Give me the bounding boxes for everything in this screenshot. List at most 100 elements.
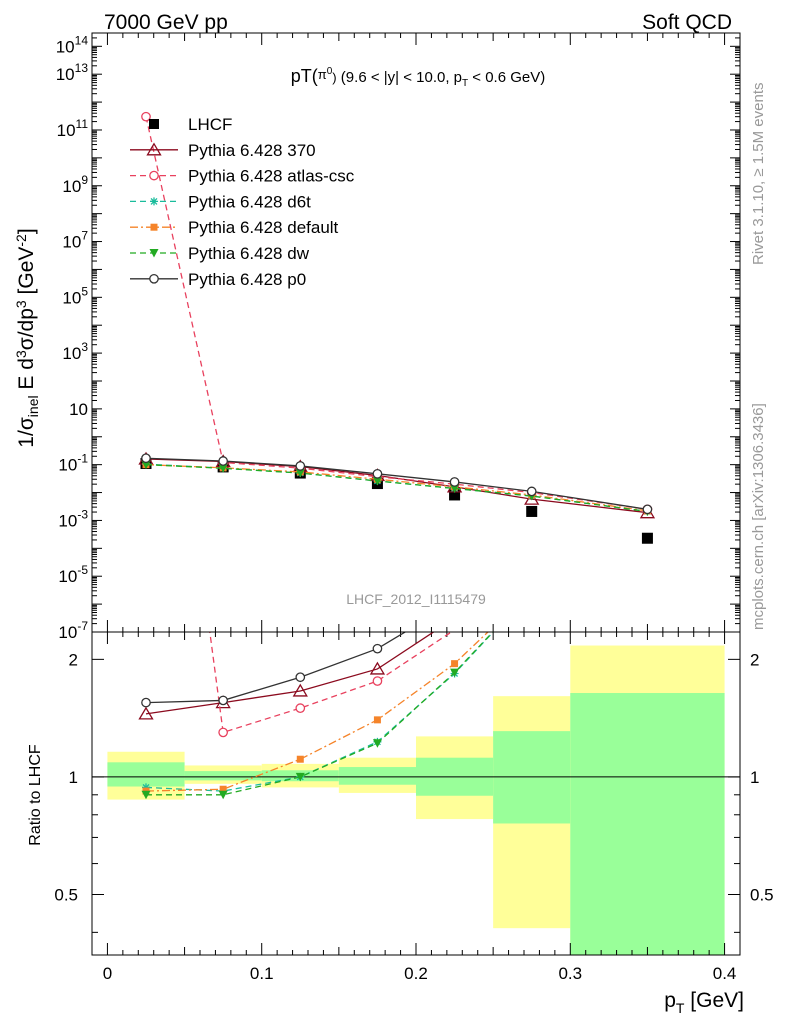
legend-label: Pythia 6.428 atlas-csc bbox=[188, 167, 355, 186]
ratio-point bbox=[296, 755, 304, 763]
band-green-6 bbox=[570, 693, 725, 955]
legend-marker bbox=[149, 273, 159, 284]
data-point bbox=[141, 453, 151, 464]
main-ytick-label: 107 bbox=[62, 229, 88, 252]
legend-item-pythia-6-428-p0: Pythia 6.428 p0 bbox=[130, 270, 306, 289]
ratio-uncertainty-bands bbox=[92, 645, 740, 955]
x-axis-label: pT [GeV] bbox=[664, 989, 744, 1016]
ratio-point bbox=[450, 668, 460, 678]
ratio-point bbox=[141, 790, 151, 800]
band-green-0 bbox=[107, 762, 185, 787]
ratio-point bbox=[369, 661, 386, 675]
data-point bbox=[141, 460, 151, 470]
ratio-point bbox=[218, 727, 228, 738]
ratio-series-pythia-6-428-dw bbox=[141, 632, 494, 800]
ratio-point bbox=[142, 783, 150, 792]
ratio-point bbox=[372, 643, 383, 654]
ratio-y-label: Ratio to LHCF bbox=[27, 744, 44, 846]
legend-label: Pythia 6.428 default bbox=[188, 218, 339, 237]
y-axis-label: 1/σinel E d3σ/dp3 [GeV-2] bbox=[13, 228, 41, 447]
legend: LHCF Pythia 6.428 370 Pythia 6.428 atlas-c… bbox=[130, 115, 355, 289]
main-ytick-label: 1011 bbox=[57, 117, 89, 140]
legend-label: Pythia 6.428 d6t bbox=[188, 192, 311, 211]
ratio-series-pythia-6-428-atlas-csc bbox=[209, 632, 453, 738]
data-point bbox=[372, 468, 383, 479]
legend-item-pythia-6-428-370: Pythia 6.428 370 bbox=[130, 141, 316, 160]
ratio-ytick-label-left: 0.5 bbox=[54, 886, 78, 905]
ratio-point bbox=[219, 785, 227, 793]
ratio-point bbox=[295, 672, 306, 683]
ratio-ytick-label-left: 1 bbox=[69, 768, 78, 787]
data-point bbox=[295, 461, 306, 471]
data-point bbox=[450, 484, 460, 493]
ratio-xtick-label: 0.2 bbox=[404, 964, 428, 983]
legend-label: Pythia 6.428 p0 bbox=[188, 270, 306, 289]
ratio-point bbox=[451, 660, 459, 668]
legend-marker bbox=[149, 119, 159, 129]
source-url: mcplots.cern.ch [arXiv:1306.3436] bbox=[750, 403, 767, 630]
legend-marker bbox=[150, 197, 158, 206]
ratio-ytick-label-right: 0.5 bbox=[750, 886, 774, 905]
main-ytick-label: 1013 bbox=[56, 61, 89, 84]
main-ytick-label: 1014 bbox=[56, 33, 89, 56]
data-point bbox=[526, 505, 538, 517]
ratio-point bbox=[373, 716, 381, 724]
ratio-point bbox=[372, 739, 382, 748]
main-ytick-label: 10-1 bbox=[58, 452, 88, 475]
band-green-1 bbox=[184, 771, 262, 781]
data-point bbox=[218, 464, 228, 473]
data-point bbox=[295, 469, 305, 478]
main-ytick-label: 103 bbox=[62, 340, 88, 363]
ratio-ytick-label-right: 1 bbox=[750, 768, 759, 787]
ratio-ytick-label-right: 2 bbox=[750, 650, 759, 669]
ratio-point bbox=[138, 706, 154, 720]
header-right: Soft QCD bbox=[642, 11, 732, 34]
band-green-3 bbox=[338, 767, 416, 785]
ratio-series-pythia-6-428-p0 bbox=[141, 632, 407, 708]
rivet-info: Rivet 3.1.10, ≥ 1.5M events bbox=[750, 83, 767, 266]
main-ytick-label: 109 bbox=[62, 173, 88, 196]
main-ytick-label: 10-3 bbox=[58, 507, 88, 530]
series-pythia-6-428-370 bbox=[138, 451, 656, 519]
legend-item-pythia-6-428-default: Pythia 6.428 default bbox=[130, 218, 339, 237]
header-left: 7000 GeV pp bbox=[104, 11, 228, 34]
ratio-xtick-label: 0.1 bbox=[250, 964, 274, 983]
ratio-point bbox=[218, 790, 228, 800]
data-point bbox=[449, 489, 461, 501]
ratio-series-group bbox=[138, 632, 495, 800]
main-ytick-label: 105 bbox=[62, 284, 88, 307]
data-point bbox=[526, 486, 537, 497]
ratio-point bbox=[292, 683, 308, 697]
main-axis-ticks: 1014 1013 1011 109 107 105 103 10 10-1 10-3 10-5 10… bbox=[56, 32, 740, 642]
data-point bbox=[641, 532, 653, 544]
data-point bbox=[642, 504, 653, 515]
legend-marker bbox=[146, 142, 162, 156]
data-point bbox=[141, 111, 151, 122]
data-point bbox=[218, 456, 228, 466]
ratio-point bbox=[218, 695, 228, 706]
ratio-point bbox=[141, 697, 151, 708]
legend-label: Pythia 6.428 dw bbox=[188, 244, 310, 263]
ratio-line bbox=[209, 632, 453, 734]
legend-item-lhcf: LHCF bbox=[149, 115, 232, 134]
legend-marker bbox=[150, 223, 158, 231]
ratio-frame bbox=[91, 631, 741, 956]
data-point bbox=[372, 476, 382, 486]
ratio-xtick-label: 0 bbox=[103, 964, 112, 983]
legend-label: LHCF bbox=[188, 115, 232, 134]
ratio-axis-ticks: 0 0.1 0.2 0.3 0.4 0.5 0.5 1 1 2 2 bbox=[54, 632, 774, 983]
ratio-point bbox=[295, 772, 305, 782]
ratio-xtick-label: 0.3 bbox=[558, 964, 582, 983]
legend-item-pythia-6-428-d6t: Pythia 6.428 d6t bbox=[130, 192, 311, 211]
series-lhcf bbox=[140, 458, 653, 544]
series-pythia-6-428-p0 bbox=[141, 453, 653, 515]
legend-marker bbox=[149, 249, 159, 258]
data-point bbox=[449, 477, 460, 487]
ratio-point bbox=[295, 703, 306, 714]
legend-item-pythia-6-428-atlas-csc: Pythia 6.428 atlas-csc bbox=[130, 167, 355, 186]
main-series-group bbox=[138, 111, 656, 544]
main-ytick-label: 10-5 bbox=[58, 563, 88, 586]
legend-item-pythia-6-428-dw: Pythia 6.428 dw bbox=[130, 244, 310, 263]
main-ytick-label: 10 bbox=[69, 400, 88, 419]
